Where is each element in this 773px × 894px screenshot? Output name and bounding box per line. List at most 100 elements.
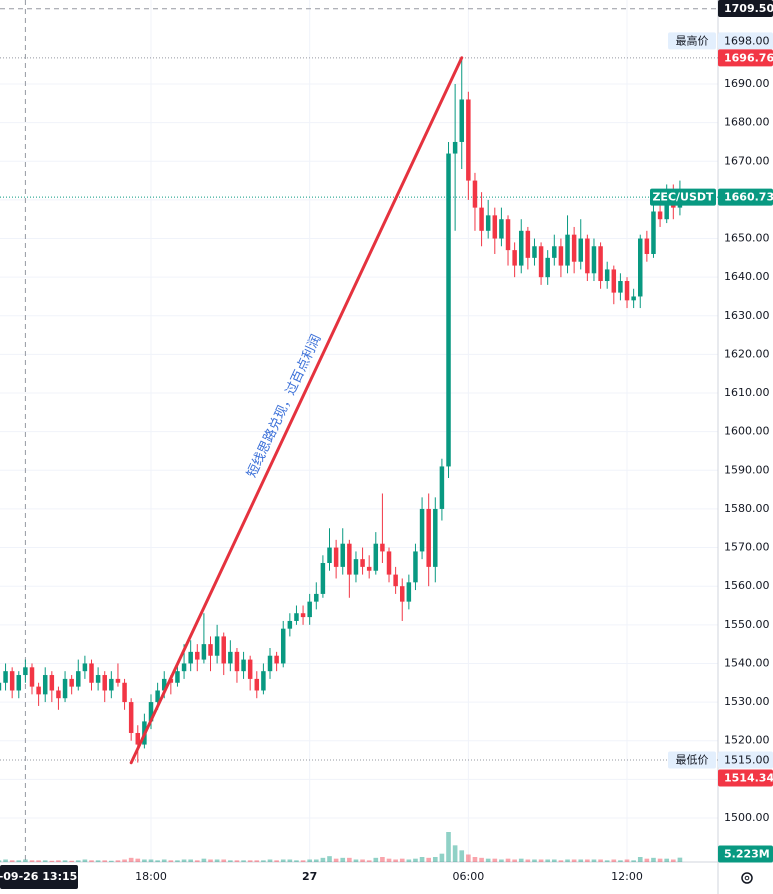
volume-bar <box>128 857 134 862</box>
candle-body <box>479 207 484 231</box>
candle-body <box>578 238 583 262</box>
volume-bar <box>247 860 253 862</box>
candle-body <box>472 180 478 208</box>
volume-bar <box>254 860 260 862</box>
volume-bar <box>413 858 418 862</box>
volume-bar <box>419 857 425 862</box>
volume-bar <box>181 859 187 862</box>
candle-body <box>347 543 352 575</box>
volume-bar <box>201 858 207 862</box>
y-tick-label: 1500.00 <box>724 811 770 824</box>
volume-bar <box>267 859 273 862</box>
candle-body <box>62 678 68 699</box>
candle-body <box>585 238 590 274</box>
candle-body <box>320 563 326 594</box>
volume-bar <box>122 859 127 862</box>
x-tick-label: 18:00 <box>135 870 167 883</box>
volume-bar <box>644 858 650 862</box>
volume-bar <box>624 859 630 862</box>
candle-body <box>340 543 345 567</box>
candle-body <box>446 153 451 467</box>
volume-bar <box>221 859 227 862</box>
candle-body <box>657 211 663 220</box>
volume-bar <box>571 859 577 862</box>
candle-body <box>644 238 650 254</box>
x-tick-label: 12:00 <box>611 870 643 883</box>
candle-body <box>333 547 339 567</box>
last-value-label: 1660.73 <box>724 191 773 204</box>
candle-body <box>386 551 392 575</box>
candle-body <box>181 663 187 672</box>
volume-bar <box>313 859 319 862</box>
candle-body <box>214 636 220 656</box>
low-text-box <box>668 751 716 769</box>
candle-body <box>598 246 603 282</box>
volume-bar <box>637 857 643 862</box>
volume-bar <box>29 860 35 862</box>
candle-body <box>274 655 279 664</box>
volume-bar <box>657 858 663 862</box>
candle-body <box>413 551 418 583</box>
candle-body <box>512 250 517 266</box>
volume-bar <box>135 858 141 862</box>
candle-body <box>228 651 233 664</box>
volume-bar <box>95 860 101 862</box>
candle-body <box>631 296 636 301</box>
volume-bar <box>287 859 293 862</box>
candle-body <box>399 586 405 602</box>
candle-body <box>380 543 385 552</box>
candle-body <box>9 671 15 691</box>
symbol-label-box <box>650 188 716 206</box>
candle-body <box>56 690 61 699</box>
candle-body <box>280 628 286 664</box>
y-tick-label: 1630.00 <box>724 309 770 322</box>
volume-bar <box>670 859 676 862</box>
candle-body <box>532 246 537 258</box>
candle-body <box>360 559 365 567</box>
candle-body <box>29 667 35 687</box>
candle-body <box>373 543 379 571</box>
volume-bar <box>452 845 458 862</box>
high-price-label-box <box>718 32 773 50</box>
volume-bar <box>347 857 352 862</box>
candle-body <box>115 678 121 683</box>
volume-bar <box>23 859 28 862</box>
volume-bar <box>175 860 180 862</box>
candle-body <box>433 508 438 567</box>
candle-body <box>307 601 312 618</box>
volume-bar <box>664 858 670 862</box>
trend-line <box>129 56 464 765</box>
candle-body <box>261 671 266 691</box>
volume-bar <box>426 857 431 862</box>
volume-bar <box>300 860 306 862</box>
candle-body <box>651 211 656 254</box>
y-tick-label: 1530.00 <box>724 695 770 708</box>
candle-body <box>109 678 114 691</box>
candle-body <box>16 675 22 691</box>
candle-body <box>287 620 293 629</box>
volume-bar <box>228 860 233 862</box>
candle-body <box>459 99 464 142</box>
candle-body <box>82 663 88 672</box>
volume-bar <box>234 860 240 862</box>
volume-bar <box>294 860 299 862</box>
y-tick-label: 1570.00 <box>724 541 770 554</box>
volume-bar <box>618 860 623 862</box>
candle-body <box>128 702 134 733</box>
volume-bar <box>466 854 471 862</box>
volume-bar <box>280 859 286 862</box>
volume-bar <box>42 860 48 862</box>
low-value-label: 1514.34 <box>724 772 773 785</box>
volume-bar <box>393 859 398 862</box>
volume-bar <box>333 858 339 862</box>
candle-body <box>505 219 511 251</box>
volume-bar <box>366 860 372 862</box>
low-price-label: 1515.00 <box>724 754 770 767</box>
candle-body <box>552 246 557 258</box>
high-text-box <box>668 32 716 50</box>
volume-bar <box>49 860 55 862</box>
y-tick-label: 1670.00 <box>724 154 770 167</box>
volume-bar <box>472 857 478 862</box>
volume-bar <box>459 850 465 862</box>
